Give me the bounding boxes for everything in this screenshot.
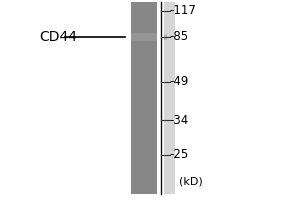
Text: -49: -49: [169, 75, 189, 88]
Text: -117: -117: [169, 4, 196, 18]
Text: -25: -25: [169, 148, 189, 162]
Text: -34: -34: [169, 114, 189, 127]
Text: CD44: CD44: [39, 30, 77, 44]
Text: -85: -85: [169, 30, 189, 44]
Text: (kD): (kD): [178, 176, 202, 186]
